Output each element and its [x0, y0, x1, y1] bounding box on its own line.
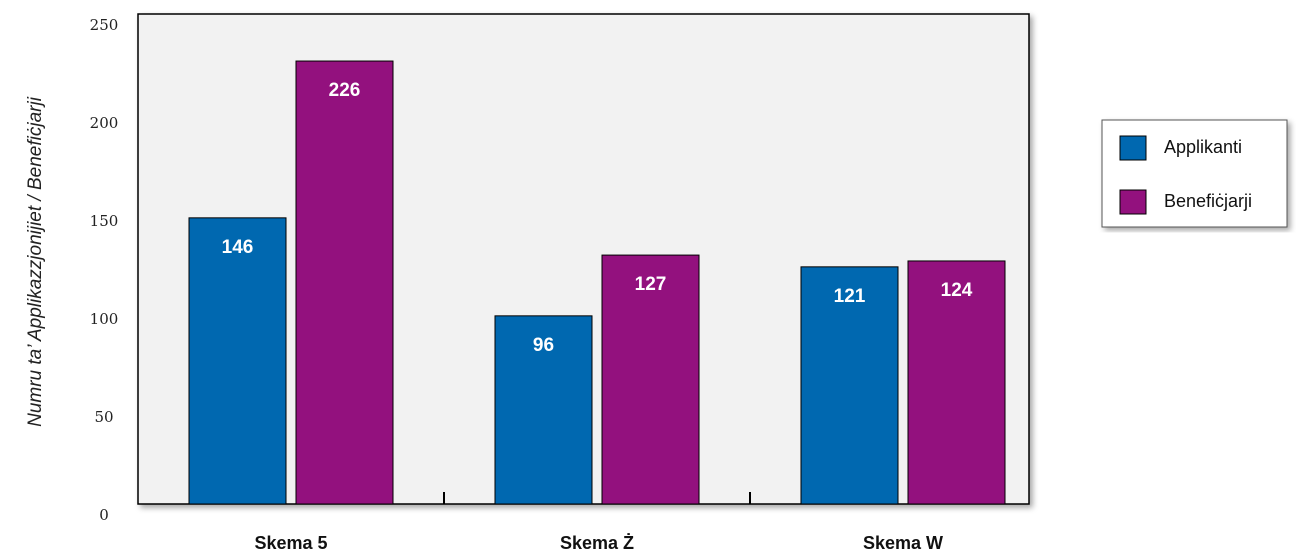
- x-tick-label: Skema W: [863, 533, 943, 553]
- value-label: 124: [941, 280, 973, 301]
- bar: [601, 254, 700, 505]
- legend-swatch: [1119, 189, 1147, 215]
- value-label: 226: [329, 80, 361, 101]
- value-label: 121: [834, 286, 866, 307]
- y-tick-label: 250: [90, 16, 119, 34]
- value-label: 96: [533, 335, 554, 356]
- y-tick-label: 150: [90, 212, 119, 230]
- y-tick-label: 100: [90, 310, 119, 328]
- legend-swatch: [1119, 135, 1147, 161]
- bar: [907, 260, 1006, 505]
- legend-label: Benefiċjarji: [1164, 191, 1252, 211]
- x-tick-label: Skema Ż: [560, 533, 634, 553]
- bar: [295, 60, 394, 505]
- value-label: 127: [635, 274, 667, 295]
- bar: [188, 217, 287, 505]
- y-tick-label: 200: [90, 114, 119, 132]
- value-label: 146: [222, 237, 254, 258]
- x-tick-label: Skema 5: [254, 533, 327, 553]
- y-tick-label: 50: [94, 408, 113, 426]
- y-tick-label: 0: [99, 506, 109, 524]
- y-axis-title: Numru ta’ Applikazzjonijiet / Benefiċjar…: [25, 96, 46, 427]
- bar: [494, 315, 593, 505]
- legend-label: Applikanti: [1164, 137, 1242, 157]
- bar: [800, 266, 899, 505]
